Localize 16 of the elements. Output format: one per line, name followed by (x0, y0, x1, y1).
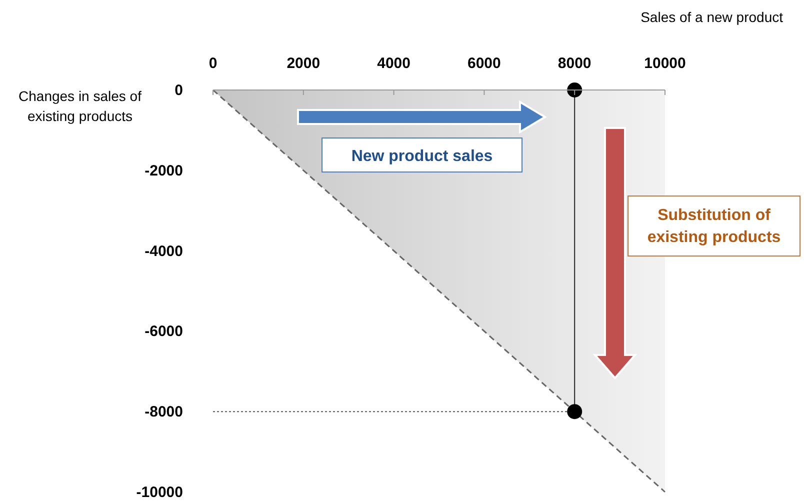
x-tick-label: 4000 (377, 55, 410, 72)
y-tick-label: -4000 (144, 242, 183, 260)
x-tick-label: 10000 (644, 55, 686, 72)
annotation: New product sales (351, 148, 493, 165)
y-tick-label: -8000 (144, 404, 183, 421)
y-tick-label: -6000 (144, 323, 183, 340)
y-tick-label: 0 (174, 82, 183, 99)
y-tick-label: -2000 (144, 162, 183, 180)
x-tick-label: 2000 (286, 55, 320, 72)
x-tick-label: 0 (208, 55, 218, 72)
y-axis-title: Changes in sales of existing products (18, 88, 142, 124)
x-tick-label: 6000 (468, 55, 501, 72)
x-axis-title: Sales of a new product (640, 9, 784, 25)
y-tick-label: -10000 (136, 484, 183, 501)
x-tick-label: 8000 (558, 55, 592, 72)
annotation: Substitution of existing products (647, 207, 781, 246)
